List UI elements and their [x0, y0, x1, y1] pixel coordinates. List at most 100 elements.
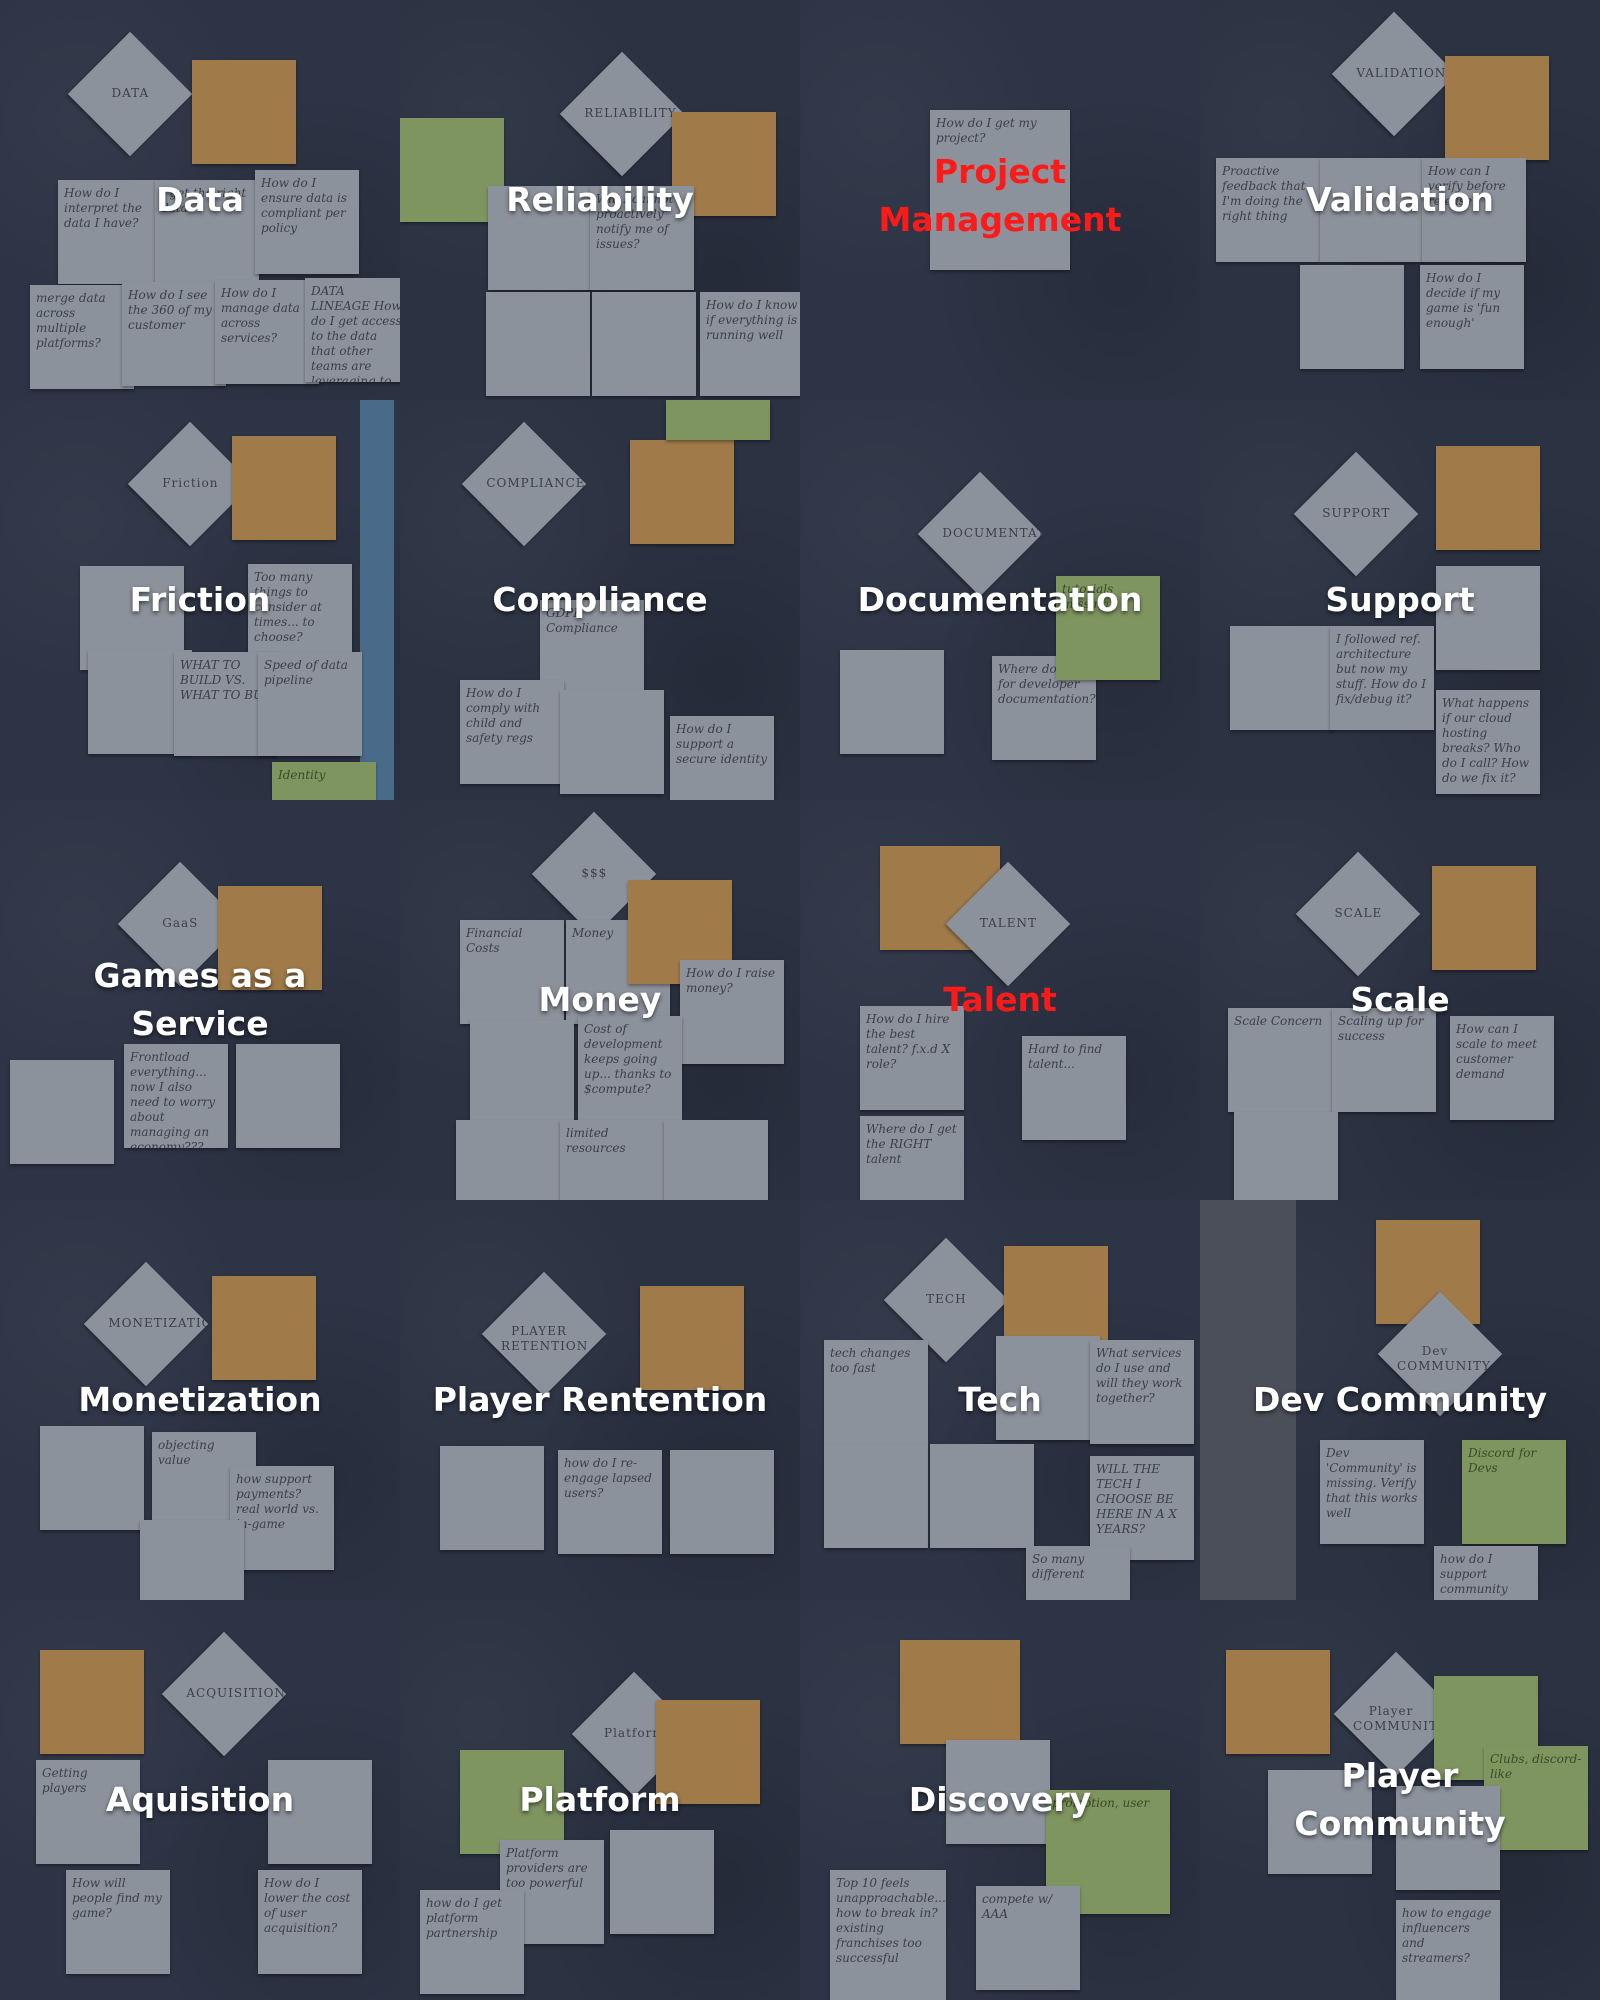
note: I followed ref. architecture but now my …	[1330, 626, 1434, 730]
note: how support payments? real world vs. in-…	[230, 1466, 334, 1570]
note-orange	[1436, 446, 1540, 550]
note-orange	[656, 1700, 760, 1804]
tile-scale: SCALE Scale Concern Scaling up for succe…	[1200, 800, 1600, 1200]
note-text: SUPPORT	[1322, 506, 1391, 521]
tile-label: Support	[1325, 580, 1475, 619]
note: Scaling up for success	[1332, 1008, 1436, 1112]
note	[456, 1120, 560, 1200]
note	[1268, 1770, 1372, 1874]
note-text: GaaS	[162, 916, 199, 931]
note	[996, 1336, 1100, 1440]
note-text: SCALE	[1334, 906, 1383, 921]
tile-discovery: promotion, user Top 10 feels unapproacha…	[800, 1600, 1200, 2000]
note: How do I support a secure identity	[670, 716, 774, 800]
note: limited resources	[560, 1120, 664, 1200]
tile-label: Compliance	[492, 580, 708, 619]
note: Dev 'Community' is missing. Verify that …	[1320, 1440, 1424, 1544]
note-orange	[232, 436, 336, 540]
note: How do I see the 360 of my customer	[122, 282, 226, 386]
note	[470, 1020, 574, 1124]
note: tech changes too fast	[824, 1340, 928, 1444]
tile-player-retention: PLAYER RETENTION how do I re-engage laps…	[400, 1200, 800, 1600]
note: How do I manage data across services?	[215, 280, 319, 384]
note	[946, 1740, 1050, 1844]
note	[486, 292, 590, 396]
note	[840, 650, 944, 754]
note-text: TALENT	[979, 916, 1037, 931]
note: What services do I use and will they wor…	[1090, 1340, 1194, 1444]
tile-label: Money	[538, 980, 662, 1019]
tile-label: Scale	[1350, 980, 1450, 1019]
note: Cost of development keeps going up... th…	[578, 1016, 682, 1120]
note: compete w/ AAA	[976, 1886, 1080, 1990]
note	[140, 1520, 244, 1600]
note-orange	[212, 1276, 316, 1380]
note: how do I re-engage lapsed users?	[558, 1450, 662, 1554]
note: Hard to find talent...	[1022, 1036, 1126, 1140]
note	[236, 1044, 340, 1148]
note: How do I hire the best talent? f.x.d X r…	[860, 1006, 964, 1110]
note	[1436, 566, 1540, 670]
note-text: DOCUMENTATION	[942, 526, 1043, 541]
note: How do I comply with child and safety re…	[460, 680, 564, 784]
tile-label: Aquisition	[105, 1780, 295, 1819]
note-orange	[900, 1640, 1020, 1744]
tile-label: Friction	[129, 580, 271, 619]
note-orange	[1445, 56, 1549, 160]
tile-compliance: COMPLIANCE GDPR Compliance How do I comp…	[400, 400, 800, 800]
note: Getting players	[36, 1760, 140, 1864]
note-orange	[192, 60, 296, 164]
tile-label: Documentation	[857, 580, 1143, 619]
note-orange	[1432, 866, 1536, 970]
tile-support: SUPPORT I followed ref. architecture but…	[1200, 400, 1600, 800]
divider-strip	[360, 400, 394, 800]
note-orange	[218, 886, 322, 990]
note	[40, 1426, 144, 1530]
note-text: $$$	[581, 866, 608, 881]
tile-label: Reliability	[506, 180, 694, 219]
note-orange	[1004, 1246, 1108, 1350]
tile-label: Validation	[1306, 180, 1494, 219]
note	[1320, 158, 1424, 262]
tile-data: DATA How do I interpret the data I have?…	[0, 0, 400, 400]
tile-documentation: DOCUMENTATION Where do I go for develope…	[800, 400, 1200, 800]
tile-acquisition: ACQUISITION Getting players How will peo…	[0, 1600, 400, 2000]
note: How can I scale to meet customer demand	[1450, 1016, 1554, 1120]
note: How do I get my project?	[930, 110, 1070, 270]
tile-tech: TECH tech changes too fast What services…	[800, 1200, 1200, 1600]
note-green	[460, 1750, 564, 1854]
note	[560, 690, 664, 794]
note: Where do I get the RIGHT talent	[860, 1116, 964, 1200]
tile-reliability: RELIABILITY Will I cannot proactively no…	[400, 0, 800, 400]
note-text: TECH	[926, 1292, 967, 1307]
tile-label: Player Community	[1294, 1756, 1506, 1843]
note: how to engage influencers and streamers?	[1396, 1900, 1500, 2000]
tile-talent: TALENT How do I hire the best talent? f.…	[800, 800, 1200, 1200]
note	[824, 1444, 928, 1548]
tile-label: Games as a Service	[93, 956, 307, 1043]
note-text: Friction	[162, 476, 219, 491]
note: How do I raise money?	[680, 960, 784, 1064]
tile-label: Monetization	[78, 1380, 322, 1419]
note-orange	[1226, 1650, 1330, 1754]
tile-games-as-a-service: GaaS Frontload everything... now I also …	[0, 800, 400, 1200]
note	[10, 1060, 114, 1164]
tile-project-management: How do I get my project? Project Managem…	[800, 0, 1200, 400]
divider-strip	[1200, 1200, 1296, 1600]
tile-label: Dev Community	[1252, 1380, 1548, 1419]
tile-dev-community: Dev COMMUNITY Dev 'Community' is missing…	[1200, 1200, 1600, 1600]
tile-label: Platform	[519, 1780, 681, 1819]
note	[488, 186, 592, 290]
tile-label: Discovery	[908, 1780, 1092, 1819]
note: How do I ensure data is compliant per po…	[255, 170, 359, 274]
tile-monetization: MONETIZATION objecting value how support…	[0, 1200, 400, 1600]
note: How do I lower the cost of user acquisit…	[258, 1870, 362, 1974]
note	[1230, 626, 1334, 730]
note: merge data across multiple platforms?	[30, 285, 134, 389]
note-green	[400, 118, 504, 222]
note-green: tutorials missing	[1056, 576, 1160, 680]
note: So many different	[1026, 1546, 1130, 1600]
note-text: Player COMMUNITY	[1353, 1703, 1447, 1733]
tile-player-community: Player COMMUNITY Clubs, discord-like how…	[1200, 1600, 1600, 2000]
